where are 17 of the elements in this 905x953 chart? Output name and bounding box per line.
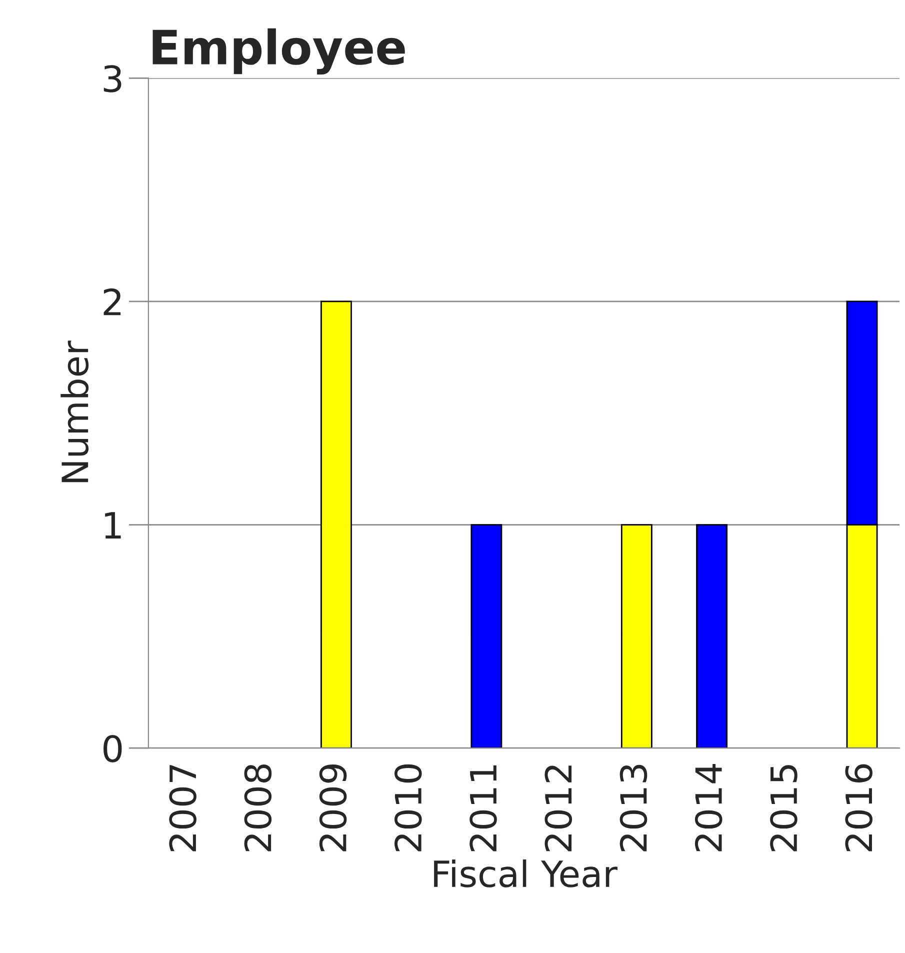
x-axis-title: Fiscal Year <box>434 859 618 888</box>
x-tick-label: 2012 <box>544 766 572 852</box>
x-tick-label: 2008 <box>244 764 272 852</box>
x-tick-label: 2009 <box>319 764 347 852</box>
y-tick-label: 1 <box>105 512 121 539</box>
y-tick-label: 2 <box>104 288 120 316</box>
x-tick-label: 2014 <box>694 764 722 852</box>
x-tick-label: 2011 <box>470 765 497 852</box>
y-tick-label: 0 <box>104 735 122 762</box>
x-tick-label: 2013 <box>620 764 648 852</box>
chart-title: Employee <box>152 28 405 74</box>
y-tick-label: 3 <box>104 65 122 92</box>
y-axis-title: Number <box>60 340 89 482</box>
x-tick-label: 2016 <box>845 764 872 852</box>
x-tick-label: 2015 <box>770 765 798 852</box>
x-tick-label: 2010 <box>394 764 422 852</box>
x-tick-label: 2007 <box>169 765 196 852</box>
